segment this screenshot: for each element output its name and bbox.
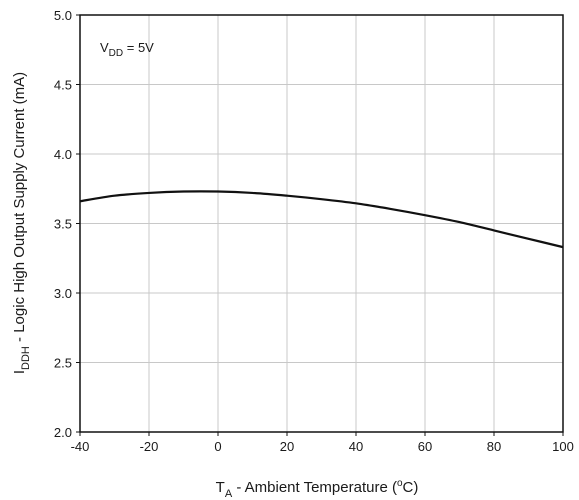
y-tick-label: 2.0: [54, 425, 72, 440]
x-tick-label: -40: [71, 439, 90, 454]
y-axis-title: IDDH - Logic High Output Supply Current …: [11, 72, 32, 374]
x-tick-label: -20: [140, 439, 159, 454]
x-tick-label: 60: [418, 439, 432, 454]
x-axis-title: TA - Ambient Temperature (oC): [216, 478, 419, 500]
y-tick-label: 4.5: [54, 78, 72, 93]
y-tick-label: 4.0: [54, 147, 72, 162]
vdd-annotation: VDD = 5V: [100, 40, 154, 59]
x-tick-label: 20: [280, 439, 294, 454]
y-tick-label: 5.0: [54, 8, 72, 23]
y-tick-label: 2.5: [54, 356, 72, 371]
x-tick-label: 40: [349, 439, 363, 454]
grid-lines: [80, 15, 563, 432]
y-tick-label: 3.0: [54, 286, 72, 301]
x-tick-label: 0: [214, 439, 221, 454]
y-tick-labels: 2.0 2.5 3.0 3.5 4.0 4.5 5.0: [54, 8, 80, 440]
series-line: [79, 190, 564, 249]
y-tick-label: 3.5: [54, 217, 72, 232]
x-tick-labels: -40 -20 0 20 40 60 80 100: [71, 432, 574, 454]
x-tick-label: 80: [487, 439, 501, 454]
x-tick-label: 100: [552, 439, 574, 454]
